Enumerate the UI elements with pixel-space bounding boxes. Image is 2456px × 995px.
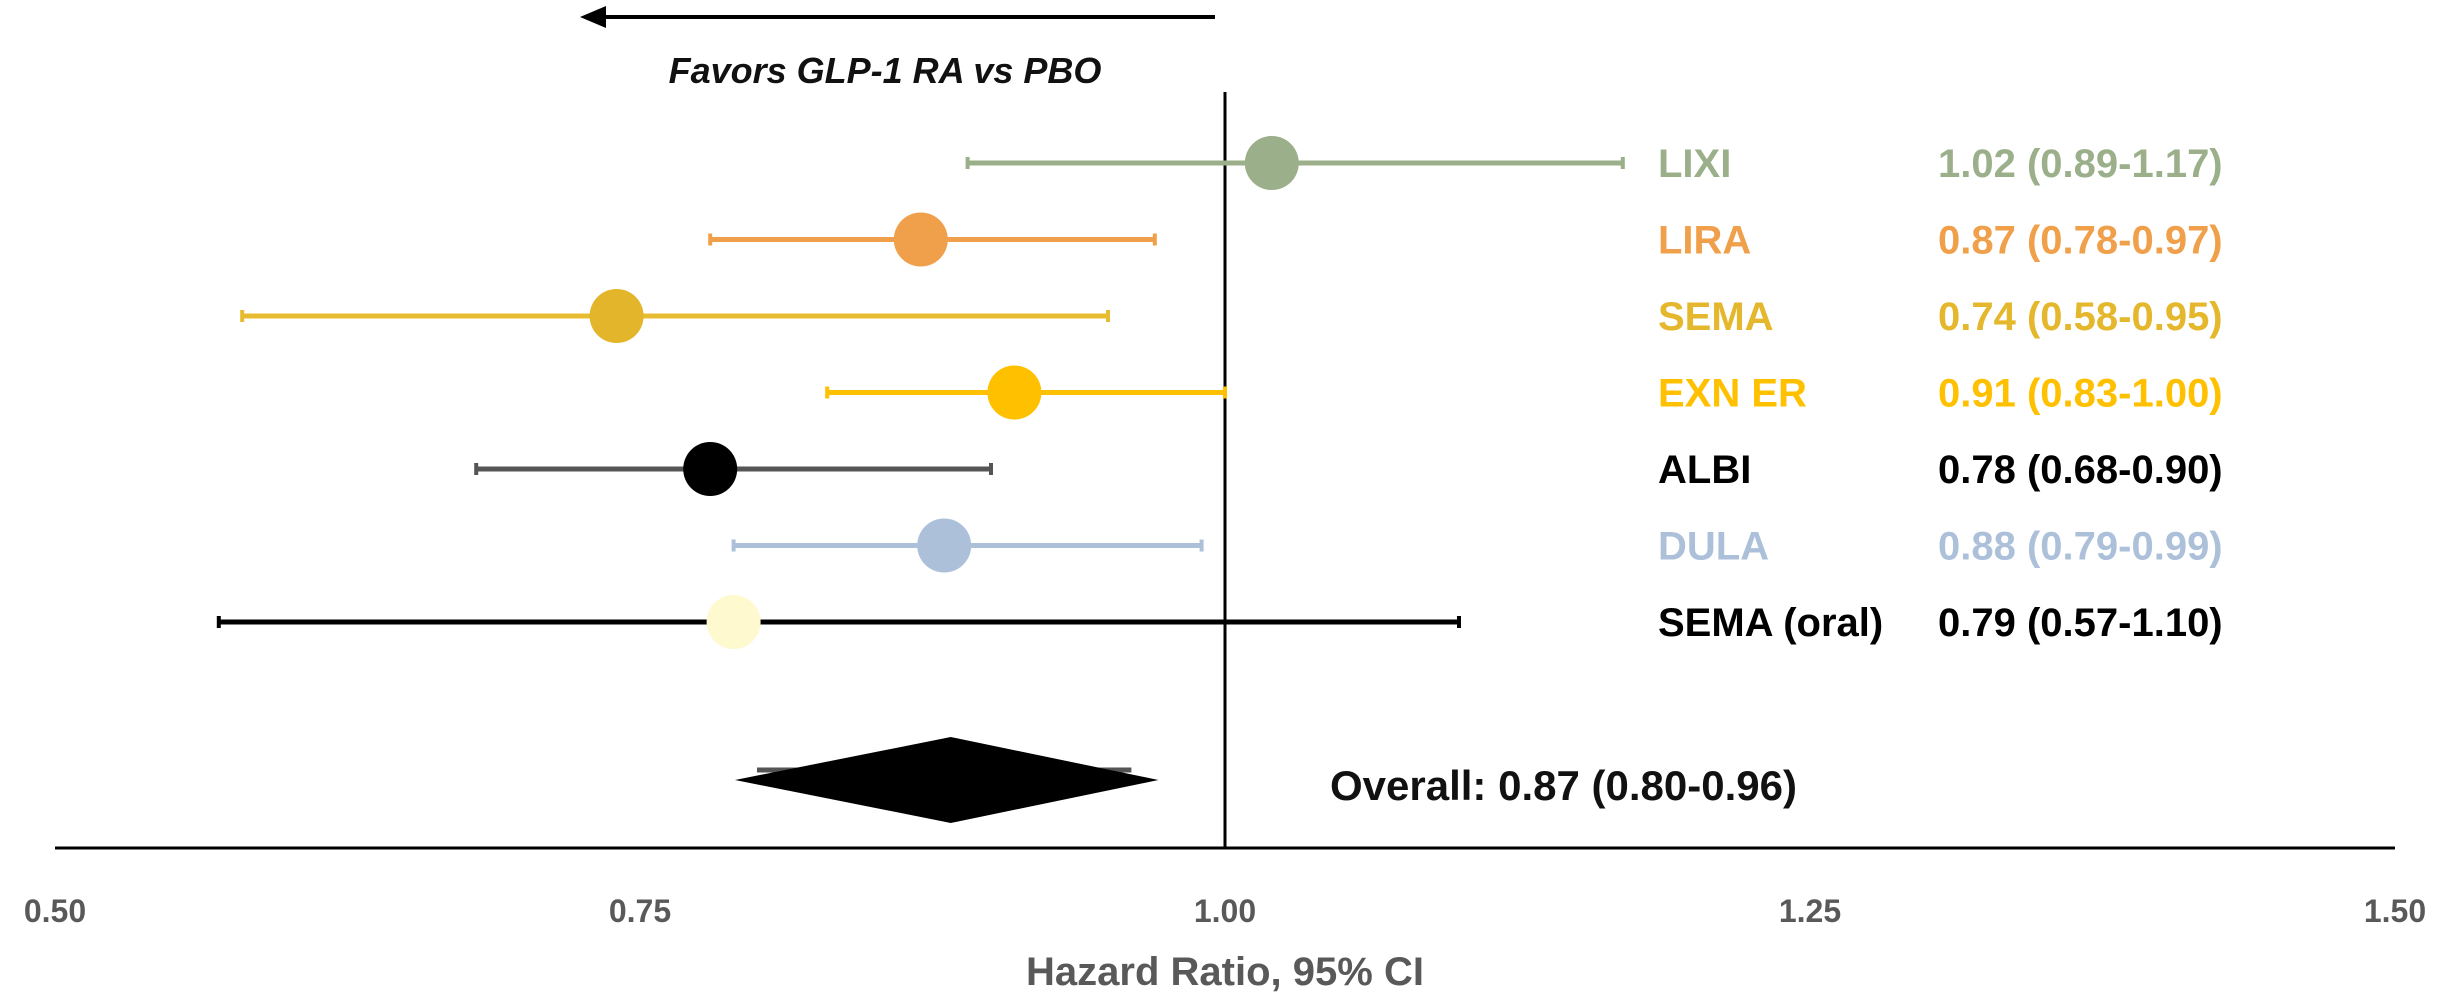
point-estimate [706,595,761,649]
study-name-label: SEMA (oral) [1658,601,1883,645]
study-hr-label: 0.78 (0.68-0.90) [1938,448,2223,492]
study-name-label: EXN ER [1658,372,1807,416]
direction-arrow-head [580,6,606,28]
point-estimate [893,212,948,267]
study-name-label: DULA [1658,525,1769,569]
study-hr-label: 0.79 (0.57-1.10) [1938,601,2223,645]
study-hr-label: 0.91 (0.83-1.00) [1938,372,2223,416]
point-estimate [917,518,972,573]
x-tick-label: 1.50 [2364,893,2426,929]
x-tick-label: 1.25 [1779,893,1841,929]
study-name-label: ALBI [1658,448,1751,492]
x-tick-label: 1.00 [1194,893,1256,929]
study-hr-label: 1.02 (0.89-1.17) [1938,142,2223,186]
point-estimate [987,365,1042,420]
point-estimate [1244,136,1299,190]
study-name-label: LIRA [1658,219,1751,263]
study-hr-label: 0.88 (0.79-0.99) [1938,525,2223,569]
study-name-label: LIXI [1658,142,1731,186]
x-axis-title: Hazard Ratio, 95% CI [1026,950,1424,994]
study-name-label: SEMA [1658,295,1774,339]
overall-label: Overall: 0.87 (0.80-0.96) [1330,762,1797,809]
point-estimate [589,289,644,343]
x-tick-label: 0.75 [609,893,671,929]
x-tick-label: 0.50 [24,893,86,929]
point-estimate [683,442,738,496]
study-hr-label: 0.74 (0.58-0.95) [1938,295,2223,339]
direction-annotation: Favors GLP-1 RA vs PBO [669,50,1102,91]
study-hr-label: 0.87 (0.78-0.97) [1938,219,2223,263]
overall-diamond [735,737,1159,823]
